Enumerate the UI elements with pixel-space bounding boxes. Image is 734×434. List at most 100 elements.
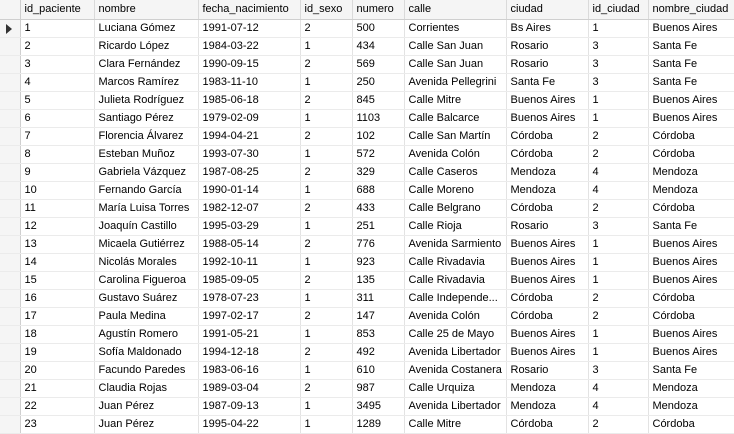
cell-ciudad[interactable]: Santa Fe bbox=[506, 73, 589, 92]
cell-id-sexo[interactable]: 2 bbox=[300, 235, 353, 254]
cell-nombre[interactable]: Sofía Maldonado bbox=[94, 343, 199, 362]
cell-id-ciudad[interactable]: 4 bbox=[588, 379, 649, 398]
cell-nombre-ciudad[interactable]: Córdoba bbox=[648, 289, 734, 308]
row-selector[interactable] bbox=[0, 253, 21, 272]
table-row[interactable]: 7 Florencia Álvarez 1994-04-21 2 102 Calle Sa… bbox=[0, 127, 734, 146]
cell-id-paciente[interactable]: 8 bbox=[20, 145, 95, 164]
cell-nombre[interactable]: Florencia Álvarez bbox=[94, 127, 199, 146]
cell-numero[interactable]: 433 bbox=[352, 199, 405, 218]
table-row[interactable]: 14 Nicolás Morales 1992-10-11 1 923 Calle Riv… bbox=[0, 253, 734, 272]
cell-id-sexo[interactable]: 2 bbox=[300, 19, 353, 38]
row-selector[interactable] bbox=[0, 73, 21, 92]
cell-numero[interactable]: 610 bbox=[352, 361, 405, 380]
cell-id-sexo[interactable]: 2 bbox=[300, 271, 353, 290]
cell-calle[interactable]: Avenida Costanera bbox=[404, 361, 507, 380]
cell-id-ciudad[interactable]: 3 bbox=[588, 73, 649, 92]
corner-header[interactable] bbox=[0, 0, 21, 20]
cell-id-sexo[interactable]: 1 bbox=[300, 217, 353, 236]
cell-id-ciudad[interactable]: 2 bbox=[588, 199, 649, 218]
table-row[interactable]: 20 Facundo Paredes 1983-06-16 1 610 Avenida C… bbox=[0, 361, 734, 380]
cell-ciudad[interactable]: Rosario bbox=[506, 361, 589, 380]
cell-nombre-ciudad[interactable]: Buenos Aires bbox=[648, 91, 734, 110]
column-header-nombre-ciudad[interactable]: nombre_ciudad bbox=[648, 0, 734, 20]
cell-fecha-nacimiento[interactable]: 1990-01-14 bbox=[198, 181, 301, 200]
cell-numero[interactable]: 135 bbox=[352, 271, 405, 290]
cell-ciudad[interactable]: Buenos Aires bbox=[506, 343, 589, 362]
cell-id-paciente[interactable]: 10 bbox=[20, 181, 95, 200]
table-row[interactable]: 5 Julieta Rodríguez 1985-06-18 2 845 Calle Mi… bbox=[0, 91, 734, 110]
cell-fecha-nacimiento[interactable]: 1989-03-04 bbox=[198, 379, 301, 398]
cell-id-paciente[interactable]: 7 bbox=[20, 127, 95, 146]
table-row[interactable]: 10 Fernando García 1990-01-14 1 688 Calle Mor… bbox=[0, 181, 734, 200]
cell-nombre-ciudad[interactable]: Santa Fe bbox=[648, 217, 734, 236]
cell-id-ciudad[interactable]: 2 bbox=[588, 415, 649, 434]
table-row[interactable]: 11 María Luisa Torres 1982-12-07 2 433 Calle … bbox=[0, 199, 734, 218]
cell-nombre[interactable]: Clara Fernández bbox=[94, 55, 199, 74]
cell-id-sexo[interactable]: 1 bbox=[300, 289, 353, 308]
cell-calle[interactable]: Avenida Libertador bbox=[404, 343, 507, 362]
cell-nombre-ciudad[interactable]: Mendoza bbox=[648, 397, 734, 416]
cell-calle[interactable]: Calle Mitre bbox=[404, 415, 507, 434]
cell-id-ciudad[interactable]: 1 bbox=[588, 91, 649, 110]
cell-numero[interactable]: 853 bbox=[352, 325, 405, 344]
table-row[interactable]: 3 Clara Fernández 1990-09-15 2 569 Calle San … bbox=[0, 55, 734, 74]
cell-id-paciente[interactable]: 19 bbox=[20, 343, 95, 362]
cell-fecha-nacimiento[interactable]: 1997-02-17 bbox=[198, 307, 301, 326]
cell-ciudad[interactable]: Buenos Aires bbox=[506, 271, 589, 290]
column-header-id-ciudad[interactable]: id_ciudad bbox=[588, 0, 649, 20]
cell-numero[interactable]: 569 bbox=[352, 55, 405, 74]
cell-nombre[interactable]: Gustavo Suárez bbox=[94, 289, 199, 308]
cell-nombre[interactable]: Agustín Romero bbox=[94, 325, 199, 344]
cell-nombre-ciudad[interactable]: Buenos Aires bbox=[648, 109, 734, 128]
column-header-fecha-nacimiento[interactable]: fecha_nacimiento bbox=[198, 0, 301, 20]
cell-nombre-ciudad[interactable]: Santa Fe bbox=[648, 37, 734, 56]
cell-numero[interactable]: 1103 bbox=[352, 109, 405, 128]
cell-id-ciudad[interactable]: 2 bbox=[588, 289, 649, 308]
cell-id-paciente[interactable]: 20 bbox=[20, 361, 95, 380]
cell-nombre[interactable]: Esteban Muñoz bbox=[94, 145, 199, 164]
cell-numero[interactable]: 1289 bbox=[352, 415, 405, 434]
cell-id-sexo[interactable]: 2 bbox=[300, 127, 353, 146]
row-selector[interactable] bbox=[0, 307, 21, 326]
table-row[interactable]: 8 Esteban Muñoz 1993-07-30 1 572 Avenida Coló… bbox=[0, 145, 734, 164]
cell-ciudad[interactable]: Mendoza bbox=[506, 397, 589, 416]
cell-calle[interactable]: Avenida Pellegrini bbox=[404, 73, 507, 92]
cell-nombre[interactable]: Paula Medina bbox=[94, 307, 199, 326]
cell-id-paciente[interactable]: 23 bbox=[20, 415, 95, 434]
row-selector[interactable] bbox=[0, 343, 21, 362]
row-selector[interactable] bbox=[0, 415, 21, 434]
table-row[interactable]: 17 Paula Medina 1997-02-17 2 147 Avenida Coló… bbox=[0, 307, 734, 326]
cell-id-sexo[interactable]: 1 bbox=[300, 145, 353, 164]
cell-numero[interactable]: 3495 bbox=[352, 397, 405, 416]
row-selector[interactable] bbox=[0, 127, 21, 146]
cell-numero[interactable]: 572 bbox=[352, 145, 405, 164]
row-selector[interactable] bbox=[0, 181, 21, 200]
cell-id-ciudad[interactable]: 4 bbox=[588, 163, 649, 182]
cell-calle[interactable]: Avenida Colón bbox=[404, 307, 507, 326]
cell-ciudad[interactable]: Rosario bbox=[506, 55, 589, 74]
cell-numero[interactable]: 688 bbox=[352, 181, 405, 200]
cell-fecha-nacimiento[interactable]: 1994-12-18 bbox=[198, 343, 301, 362]
cell-fecha-nacimiento[interactable]: 1993-07-30 bbox=[198, 145, 301, 164]
cell-fecha-nacimiento[interactable]: 1994-04-21 bbox=[198, 127, 301, 146]
table-row[interactable]: 21 Claudia Rojas 1989-03-04 2 987 Calle Urqui… bbox=[0, 379, 734, 398]
cell-nombre-ciudad[interactable]: Córdoba bbox=[648, 415, 734, 434]
cell-id-sexo[interactable]: 1 bbox=[300, 415, 353, 434]
cell-calle[interactable]: Calle Urquiza bbox=[404, 379, 507, 398]
cell-calle[interactable]: Calle Moreno bbox=[404, 181, 507, 200]
cell-calle[interactable]: Calle Independe... bbox=[404, 289, 507, 308]
cell-numero[interactable]: 102 bbox=[352, 127, 405, 146]
cell-ciudad[interactable]: Buenos Aires bbox=[506, 235, 589, 254]
cell-calle[interactable]: Calle Rioja bbox=[404, 217, 507, 236]
cell-id-sexo[interactable]: 2 bbox=[300, 163, 353, 182]
cell-fecha-nacimiento[interactable]: 1990-09-15 bbox=[198, 55, 301, 74]
cell-id-sexo[interactable]: 2 bbox=[300, 307, 353, 326]
cell-nombre-ciudad[interactable]: Córdoba bbox=[648, 145, 734, 164]
table-row[interactable]: 12 Joaquín Castillo 1995-03-29 1 251 Calle Ri… bbox=[0, 217, 734, 236]
cell-ciudad[interactable]: Córdoba bbox=[506, 289, 589, 308]
cell-calle[interactable]: Avenida Libertador bbox=[404, 397, 507, 416]
cell-ciudad[interactable]: Córdoba bbox=[506, 307, 589, 326]
cell-ciudad[interactable]: Rosario bbox=[506, 217, 589, 236]
cell-nombre-ciudad[interactable]: Buenos Aires bbox=[648, 343, 734, 362]
cell-ciudad[interactable]: Mendoza bbox=[506, 181, 589, 200]
